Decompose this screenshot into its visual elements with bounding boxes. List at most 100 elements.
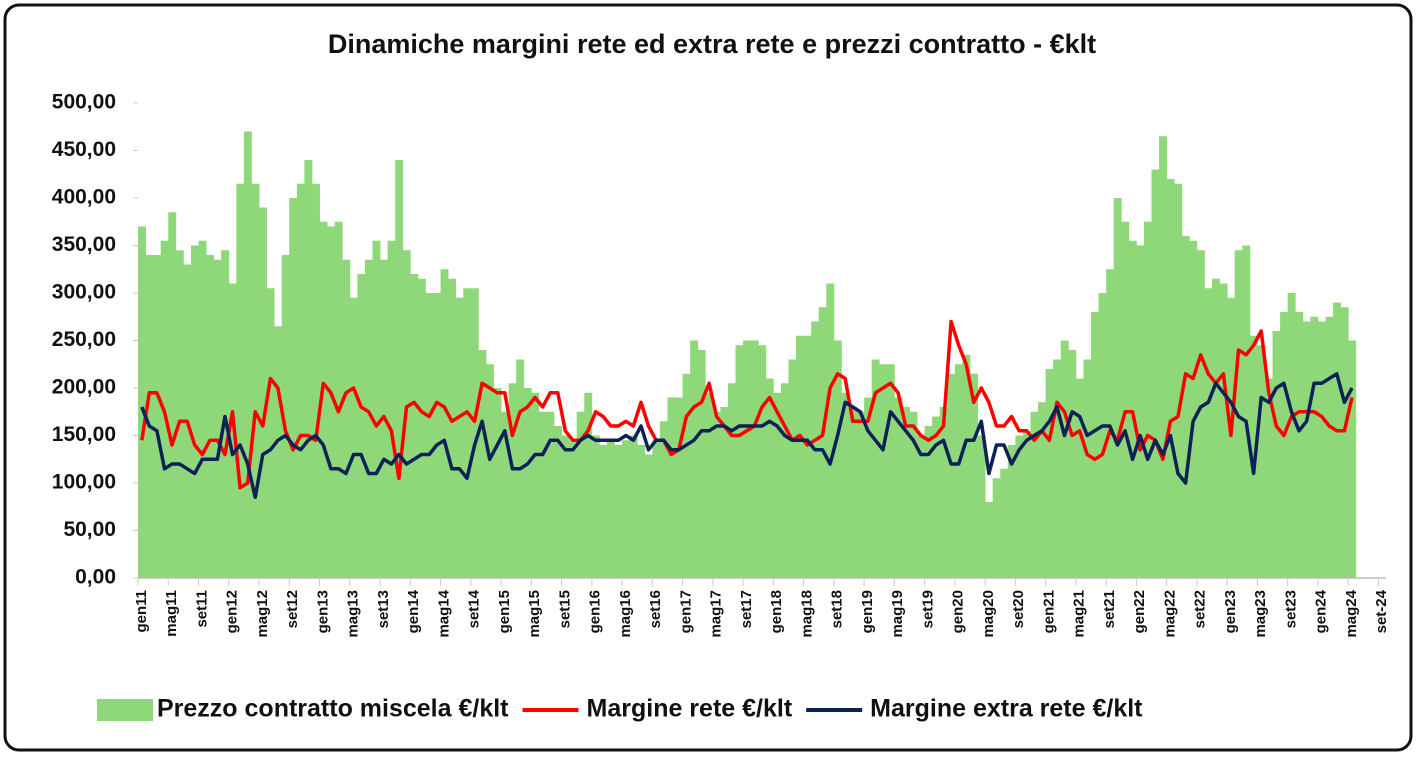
bar: [675, 397, 683, 578]
x-tick-label: gen16: [587, 590, 604, 633]
x-tick-label: set21: [1101, 590, 1118, 628]
bar: [190, 245, 199, 578]
bar: [977, 435, 986, 578]
x-tick-label: gen23: [1222, 590, 1239, 633]
bar: [311, 183, 320, 578]
bar: [1030, 411, 1039, 578]
bar: [1113, 198, 1122, 578]
bar: [213, 259, 222, 578]
bar: [342, 259, 351, 578]
y-tick-label: 0,00: [75, 566, 116, 589]
bar: [417, 278, 426, 578]
bar: [1280, 312, 1289, 578]
x-tick-label: set-24: [1373, 589, 1390, 633]
bar: [1340, 307, 1349, 578]
bar: [493, 388, 502, 578]
bar: [1295, 312, 1304, 578]
bar: [1227, 297, 1236, 578]
y-tick-label: 400,00: [52, 186, 116, 209]
bar: [1219, 283, 1228, 578]
bar: [349, 297, 358, 578]
bar: [1196, 250, 1205, 578]
bar: [796, 335, 804, 578]
bar: [334, 221, 343, 578]
bar: [485, 364, 494, 578]
y-tick-label: 100,00: [52, 471, 116, 494]
x-tick-label: set15: [556, 590, 573, 628]
x-tick-label: mag13: [345, 590, 362, 638]
bar: [924, 426, 933, 578]
x-tick-label: mag18: [798, 590, 815, 638]
bar: [1264, 378, 1273, 578]
bar: [1325, 316, 1334, 578]
line-series: [140, 319, 1354, 490]
bar: [879, 364, 888, 578]
bar: [410, 274, 419, 578]
bar: [652, 440, 661, 578]
x-tick-label: mag16: [617, 590, 634, 638]
x-tick-label: gen13: [314, 590, 331, 633]
bar: [765, 378, 774, 578]
bar: [962, 354, 971, 578]
bar: [531, 392, 540, 578]
x-tick-label: gen11: [133, 590, 150, 633]
bar: [606, 440, 615, 578]
bar: [175, 250, 184, 578]
bar: [357, 274, 366, 578]
bar: [463, 288, 472, 578]
bar: [788, 359, 797, 578]
bar: [659, 421, 668, 578]
x-tick-label: gen12: [224, 590, 241, 633]
bar: [1310, 316, 1319, 578]
bar: [803, 335, 812, 578]
x-tick-label: mag17: [708, 590, 725, 638]
bar: [917, 435, 926, 578]
bar: [735, 345, 744, 578]
bar: [448, 278, 457, 578]
bar: [871, 359, 880, 578]
bar: [939, 407, 948, 578]
bar: [826, 283, 835, 578]
bar: [697, 350, 706, 578]
x-tick-label: mag12: [254, 590, 271, 638]
bar: [1068, 350, 1077, 578]
bar: [327, 226, 336, 578]
bar: [1166, 179, 1175, 578]
bar: [1053, 359, 1062, 578]
x-tick-label: gen17: [677, 590, 694, 633]
bar: [236, 183, 245, 578]
bar: [720, 407, 729, 578]
bar: [296, 183, 305, 578]
y-tick-label: 500,00: [52, 91, 116, 114]
legend-label: Prezzo contratto miscela €/klt: [157, 695, 509, 723]
bar: [1022, 430, 1031, 578]
bar: [569, 440, 578, 578]
bar: [1091, 312, 1099, 578]
bar: [319, 221, 328, 578]
bar: [1151, 169, 1160, 578]
bar: [690, 340, 699, 578]
x-tick-label: mag11: [163, 590, 180, 637]
bar: [364, 259, 373, 578]
bar: [432, 293, 441, 578]
bar: [1174, 183, 1183, 578]
bar: [281, 255, 290, 578]
bar: [243, 131, 252, 578]
bar: [1159, 136, 1168, 578]
bar: [274, 326, 283, 578]
bar: [841, 392, 850, 578]
bar: [780, 383, 789, 578]
legend-label: Margine rete €/klt: [587, 695, 793, 723]
bar: [1121, 221, 1130, 578]
bar: [894, 397, 903, 578]
bar: [168, 212, 177, 578]
bar: [1242, 245, 1251, 578]
x-tick-label: set13: [375, 590, 392, 628]
bar: [743, 340, 752, 578]
y-tick-label: 200,00: [52, 376, 116, 399]
x-tick-label: mag14: [435, 589, 452, 637]
x-tick-label: set14: [466, 589, 483, 628]
legend-label: Margine extra rete €/klt: [870, 695, 1143, 723]
bar: [947, 373, 956, 578]
y-tick-label: 450,00: [52, 138, 116, 161]
